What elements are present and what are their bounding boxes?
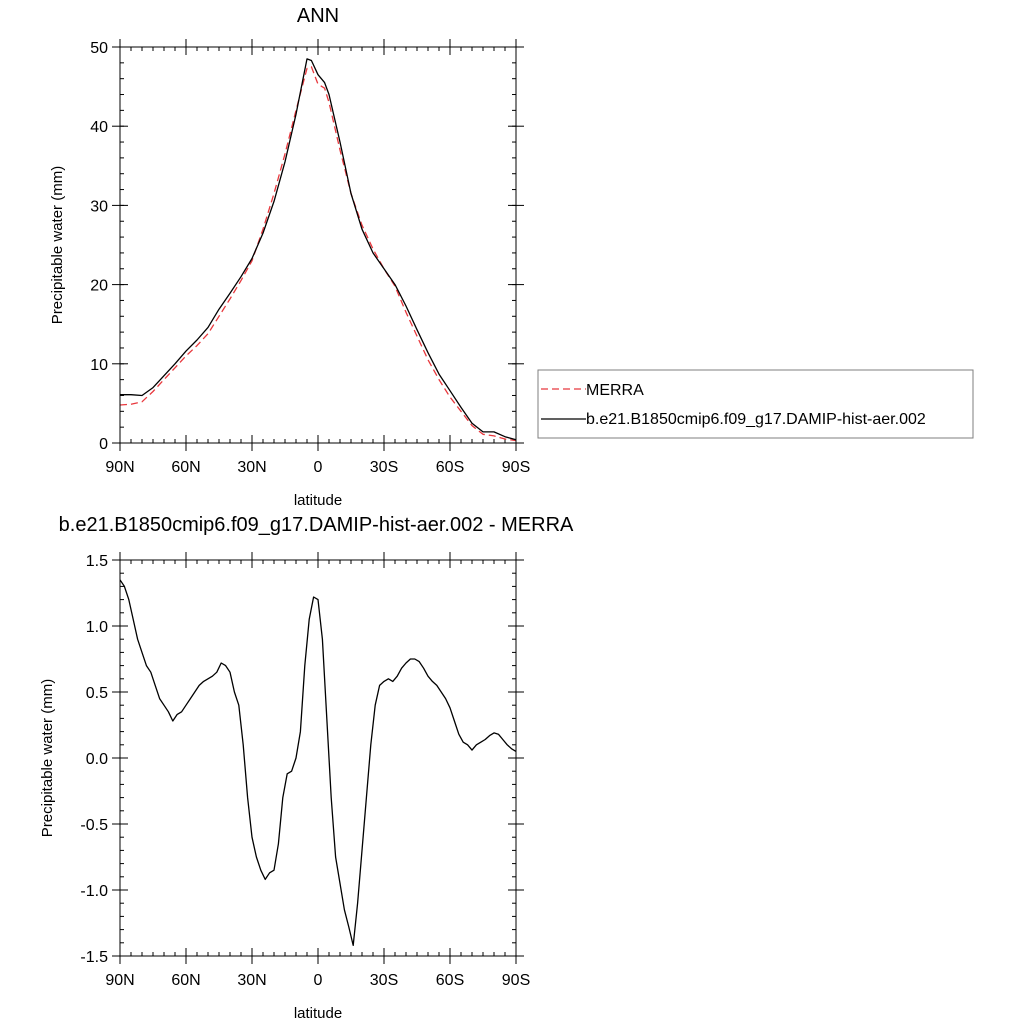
top-x-tick-label: 90S [502,459,530,476]
bottom-x-tick-label: 30S [370,972,398,989]
top-x-tick-label: 60N [171,459,200,476]
bottom-panel: b.e21.B1850cmip6.f09_g17.DAMIP-hist-aer.… [39,514,574,1022]
bottom-x-axis-label: latitude [294,1005,342,1022]
bottom-series [119,579,517,947]
top-series [119,58,517,442]
top-y-tick-label: 10 [90,357,108,374]
legend: MERRA b.e21.B1850cmip6.f09_g17.DAMIP-his… [537,369,974,439]
top-panel: ANN Precipitable water (mm) latitude 0 10… [49,5,530,509]
bottom-y-tick-label: 0.5 [86,685,108,702]
bottom-y-tick-label: -0.5 [80,817,108,834]
legend-box [537,369,974,439]
top-y-tick-label: 50 [90,40,108,57]
top-x-tick-label: 30S [370,459,398,476]
top-y-axis-label: Precipitable water (mm) [49,166,66,324]
bottom-y-tick-label: -1.0 [80,883,108,900]
top-y-tick-label: 20 [90,278,108,295]
bottom-x-tick-label: 60N [171,972,200,989]
top-x-tick-label: 60S [436,459,464,476]
top-x-tick-label: 90N [105,459,134,476]
bottom-y-tick-label: 1.5 [86,553,108,570]
top-ticks: 0 10 20 30 40 50 90N 60N 30N 0 30S 60S 90S [90,39,530,476]
bottom-x-tick-label: 30N [237,972,266,989]
bottom-x-tick-label: 90N [105,972,134,989]
top-x-tick-label: 0 [314,459,323,476]
bottom-x-tick-label: 0 [314,972,323,989]
bottom-y-tick-label: -1.5 [80,949,108,966]
bottom-y-axis-label: Precipitable water (mm) [39,679,56,837]
top-y-tick-label: 40 [90,119,108,136]
top-x-tick-label: 30N [237,459,266,476]
bottom-plot-frame [119,559,517,957]
bottom-chart-title: b.e21.B1850cmip6.f09_g17.DAMIP-hist-aer.… [59,514,574,536]
top-y-tick-label: 0 [99,436,108,453]
top-series-line-merra [119,66,517,442]
top-x-axis-label: latitude [294,492,342,509]
bottom-y-tick-label: 0.0 [86,751,108,768]
bottom-x-tick-label: 60S [436,972,464,989]
top-plot-frame [119,46,517,444]
top-y-tick-label: 30 [90,198,108,215]
top-chart-title: ANN [297,5,339,27]
legend-model-label: b.e21.B1850cmip6.f09_g17.DAMIP-hist-aer.… [586,411,926,428]
bottom-ticks: -1.5 -1.0 -0.5 0.0 0.5 1.0 1.5 90N 60N 30N 0 30S 60S… [80,552,530,989]
bottom-x-tick-label: 90S [502,972,530,989]
top-series-line-model [120,58,517,441]
bottom-y-tick-label: 1.0 [86,619,108,636]
bottom-series-line-model [119,579,517,947]
legend-merra-label: MERRA [586,382,644,399]
